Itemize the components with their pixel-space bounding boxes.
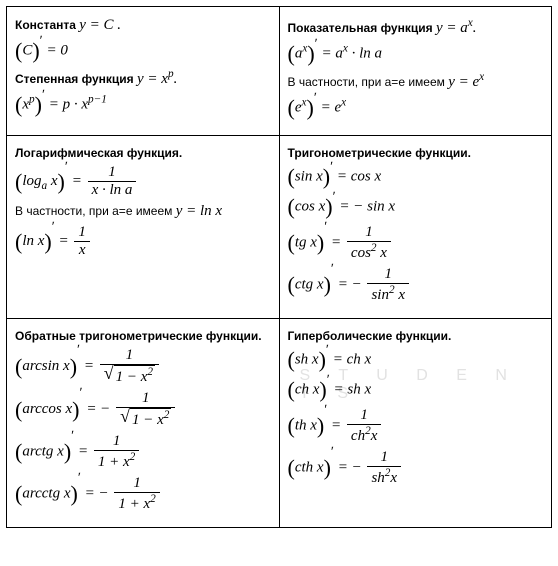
title-log: Логарифмическая функция. bbox=[15, 146, 271, 160]
note-a-e-ln: В частности, при a=e имеем y = ln x bbox=[15, 203, 271, 220]
derivatives-table: Константа y = C . (C)ʹ = 0 Степенная фун… bbox=[6, 6, 552, 528]
title-power: Степенная функция bbox=[15, 72, 137, 86]
deriv-ex: (ex)ʹ = ex bbox=[288, 95, 544, 121]
deriv-arctg: (arctg x)ʹ = 11 + x2 bbox=[15, 433, 271, 471]
cell-constant-power: Константа y = C . (C)ʹ = 0 Степенная фун… bbox=[7, 7, 280, 136]
title-constant: Константа bbox=[15, 18, 79, 32]
cell-exponential: Показательная функция y = ax. (ax)ʹ = ax… bbox=[279, 7, 552, 136]
deriv-ctg: (ctg x)ʹ = − 1sin2 x bbox=[288, 266, 544, 304]
deriv-loga: (loga x)ʹ = 1x · ln a bbox=[15, 164, 271, 199]
formula-y-c: y = C . bbox=[79, 17, 121, 33]
deriv-arcsin: (arcsin x)ʹ = 1√1 − x2 bbox=[15, 347, 271, 386]
deriv-cth: (cth x)ʹ = − 1sh2x bbox=[288, 449, 544, 487]
deriv-th: (th x)ʹ = 1ch2x bbox=[288, 407, 544, 445]
title-hyp: Гиперболические функции. bbox=[288, 329, 544, 343]
deriv-power: (xp)ʹ = p · xp−1 bbox=[15, 92, 271, 118]
title-trig: Тригонометрические функции. bbox=[288, 146, 544, 160]
deriv-ln: (ln x)ʹ = 1x bbox=[15, 224, 271, 259]
title-arctrig: Обратные тригонометрические функции. bbox=[15, 329, 271, 343]
formula-y-ax: y = ax. bbox=[436, 20, 477, 36]
formula-y-xp: y = xp. bbox=[137, 71, 177, 87]
deriv-sin: (sin x)ʹ = cos x bbox=[288, 164, 544, 190]
cell-trig: Тригонометрические функции. (sin x)ʹ = c… bbox=[279, 136, 552, 319]
deriv-cos: (cos x)ʹ = − sin x bbox=[288, 194, 544, 220]
cell-inverse-trig: Обратные тригонометрические функции. (ar… bbox=[7, 319, 280, 528]
deriv-ch: (ch x)ʹ = sh x bbox=[288, 377, 544, 403]
deriv-constant: (C)ʹ = 0 bbox=[15, 38, 271, 64]
deriv-sh: (sh x)ʹ = ch x bbox=[288, 347, 544, 373]
cell-logarithmic: Логарифмическая функция. (loga x)ʹ = 1x … bbox=[7, 136, 280, 319]
note-a-e: В частности, при a=e имеем y = ex bbox=[288, 71, 544, 91]
cell-hyperbolic: S T U D E N T S Гиперболические функции.… bbox=[279, 319, 552, 528]
deriv-arccos: (arccos x)ʹ = − 1√1 − x2 bbox=[15, 390, 271, 429]
deriv-arcctg: (arcctg x)ʹ = − 11 + x2 bbox=[15, 475, 271, 513]
title-exponential: Показательная функция bbox=[288, 21, 436, 35]
deriv-tg: (tg x)ʹ = 1cos2 x bbox=[288, 224, 544, 262]
deriv-ax: (ax)ʹ = ax · ln a bbox=[288, 41, 544, 67]
